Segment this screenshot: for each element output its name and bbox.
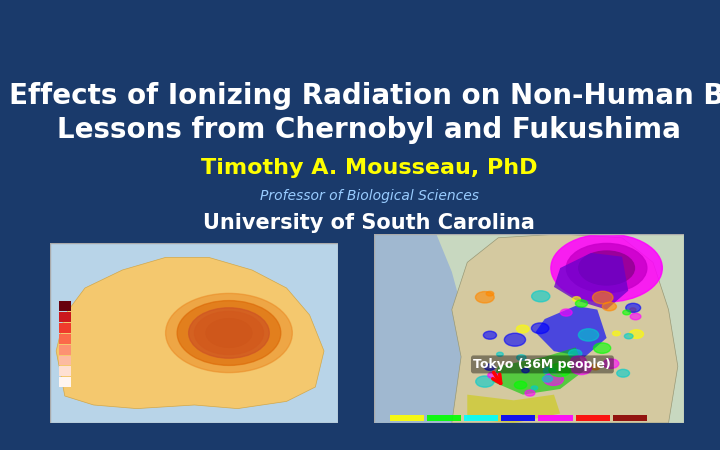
Circle shape [504, 333, 526, 346]
Bar [59, 323, 71, 333]
Text: Lessons from Chernobyl and Fukushima: Lessons from Chernobyl and Fukushima [57, 117, 681, 144]
Circle shape [206, 319, 252, 347]
Circle shape [551, 234, 662, 302]
Circle shape [549, 364, 570, 377]
Circle shape [630, 313, 641, 320]
Circle shape [617, 369, 629, 377]
Circle shape [531, 323, 549, 333]
Bar [59, 302, 71, 311]
Bar [613, 415, 647, 421]
Bar [464, 415, 498, 421]
Circle shape [567, 243, 647, 292]
Bar [59, 356, 71, 365]
Circle shape [483, 331, 497, 339]
Circle shape [194, 311, 264, 355]
Circle shape [590, 364, 600, 370]
Circle shape [623, 310, 631, 315]
Circle shape [485, 364, 495, 370]
Circle shape [575, 300, 588, 307]
Polygon shape [56, 257, 324, 409]
Text: Timothy A. Mousseau, PhD: Timothy A. Mousseau, PhD [201, 158, 537, 178]
Circle shape [487, 372, 498, 378]
Bar [59, 366, 71, 376]
Circle shape [525, 390, 535, 396]
Circle shape [522, 368, 529, 373]
Bar [59, 334, 71, 344]
Bar [539, 415, 572, 421]
Text: The Effects of Ionizing Radiation on Non-Human Biota:: The Effects of Ionizing Radiation on Non… [0, 82, 720, 110]
Circle shape [166, 293, 292, 373]
Circle shape [544, 367, 556, 375]
Polygon shape [554, 253, 629, 310]
Bar [59, 312, 71, 322]
Circle shape [630, 308, 636, 311]
Circle shape [531, 386, 538, 390]
Circle shape [571, 362, 591, 375]
Circle shape [189, 308, 269, 358]
Bar [390, 415, 424, 421]
Bar [501, 415, 536, 421]
Circle shape [569, 350, 582, 358]
Polygon shape [536, 306, 606, 357]
Circle shape [613, 331, 620, 336]
Circle shape [624, 333, 633, 339]
Circle shape [629, 330, 644, 338]
Circle shape [542, 376, 552, 382]
Circle shape [603, 359, 619, 369]
Circle shape [603, 302, 616, 311]
Circle shape [517, 355, 526, 360]
Bar [59, 377, 71, 387]
Circle shape [593, 343, 611, 353]
Circle shape [531, 291, 550, 302]
Polygon shape [467, 395, 560, 423]
Circle shape [626, 303, 641, 312]
Circle shape [572, 297, 580, 302]
Circle shape [593, 291, 613, 304]
Text: Professor of Biological Sciences: Professor of Biological Sciences [259, 189, 479, 203]
Circle shape [544, 373, 564, 386]
Polygon shape [56, 257, 324, 409]
Bar [576, 415, 610, 421]
Circle shape [486, 291, 494, 296]
Text: University of South Carolina: University of South Carolina [203, 213, 535, 234]
Circle shape [497, 352, 503, 356]
Bar [427, 415, 461, 421]
Text: Tokyo (36M people): Tokyo (36M people) [474, 358, 611, 371]
Circle shape [475, 292, 494, 303]
Circle shape [516, 325, 529, 333]
Circle shape [476, 376, 494, 387]
Circle shape [579, 251, 634, 285]
Polygon shape [374, 234, 482, 423]
Circle shape [578, 329, 598, 341]
Circle shape [514, 381, 527, 389]
Polygon shape [452, 234, 678, 423]
Bar [59, 345, 71, 355]
Circle shape [571, 356, 586, 365]
Polygon shape [492, 347, 585, 395]
Circle shape [177, 301, 281, 365]
Circle shape [560, 309, 572, 316]
